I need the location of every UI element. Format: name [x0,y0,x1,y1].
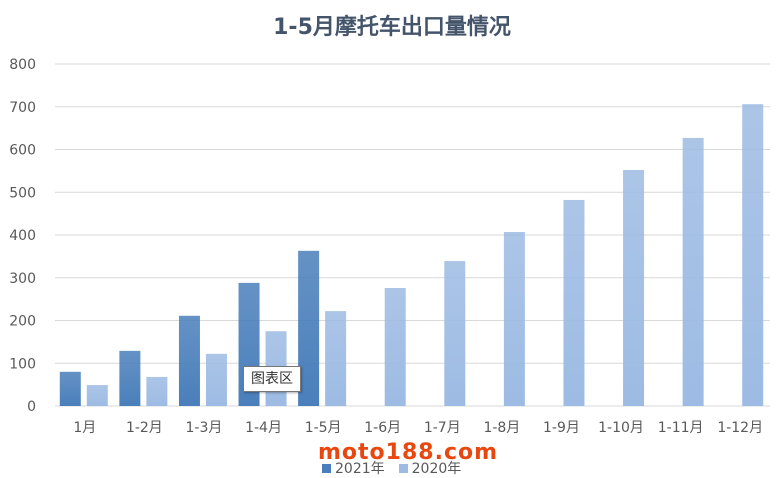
bar-2020年-1-3月[interactable] [205,353,227,406]
bar-2020年-1-9月[interactable] [563,199,585,406]
legend: 2021年 2020年 [322,458,461,478]
chart-title: 1-5月摩托车出口量情况 [273,14,511,40]
y-tick-label: 0 [27,399,36,415]
x-tick-label: 1-7月 [424,420,461,436]
y-tick-label: 200 [9,314,36,330]
bar-2020年-1-10月[interactable] [623,170,645,406]
legend-swatch [322,464,331,473]
x-tick-label: 1-8月 [483,420,520,436]
x-tick-label: 1-4月 [245,420,282,436]
bar-2020年-1-5月[interactable] [325,311,347,406]
bar-2020年-1-6月[interactable] [384,288,406,406]
legend-label: 2021年 [335,461,385,477]
legend-item-2021[interactable]: 2021年 [322,458,385,478]
x-tick-label: 1月 [73,420,96,436]
legend-label: 2020年 [411,461,462,477]
y-tick-label: 600 [9,143,36,159]
bar-2021年-1-2月[interactable] [119,350,141,406]
bar-2021年-1-3月[interactable] [178,315,200,406]
x-tick-label: 1-10月 [598,420,644,436]
y-tick-label: 500 [9,185,36,201]
x-tick-label: 1-5月 [305,420,342,436]
x-tick-label: 1-2月 [126,420,163,436]
watermark: moto188.com [318,440,499,465]
y-tick-label: 700 [9,100,36,116]
x-tick-label: 1-6月 [364,420,401,436]
legend-swatch [398,464,408,473]
y-tick-label: 800 [9,57,36,73]
bar-2020年-1-12月[interactable] [742,104,764,406]
legend-item-2020[interactable]: 2020年 [398,458,462,478]
bar-2021年-1-5月[interactable] [298,250,320,406]
bar-2020年-1-2月[interactable] [146,376,168,406]
bar-2021年-1月[interactable] [59,371,81,406]
x-tick-label: 1-11月 [658,420,704,436]
y-tick-label: 400 [9,228,36,244]
bar-2020年-1月[interactable] [86,385,108,406]
x-tick-label: 1-3月 [186,420,223,436]
x-tick-label: 1-9月 [543,420,580,436]
bar-2020年-1-11月[interactable] [682,137,704,406]
bar-2020年-1-7月[interactable] [444,261,466,406]
y-tick-label: 300 [9,271,36,287]
y-tick-label: 100 [9,356,36,372]
bar-2020年-1-8月[interactable] [503,232,525,406]
x-tick-label: 1-12月 [717,420,763,436]
chart-area-tooltip: 图表区 [243,366,301,392]
